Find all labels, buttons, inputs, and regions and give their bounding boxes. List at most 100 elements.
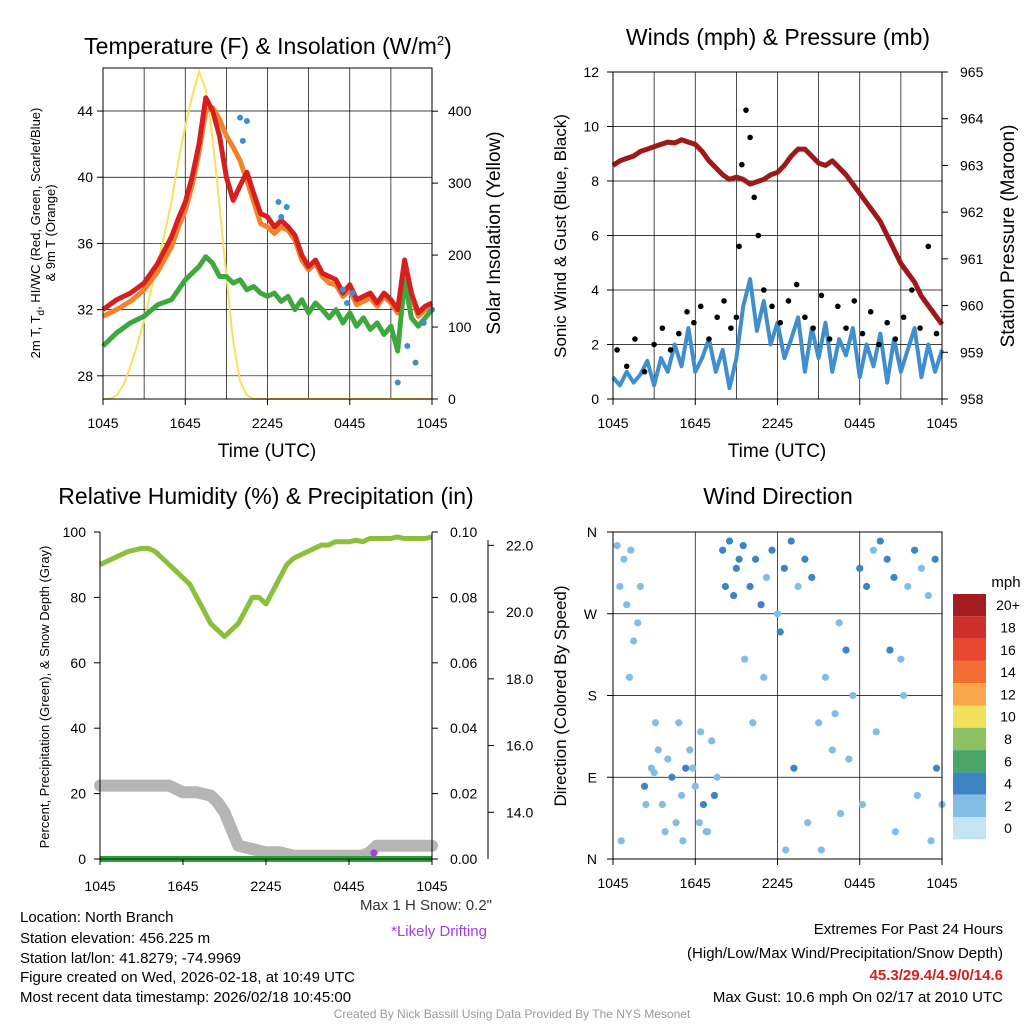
direction-point <box>746 582 754 591</box>
direction-point <box>620 555 628 563</box>
humidity-ylabel: Percent, Precipitation (Green), & Snow D… <box>37 546 52 849</box>
extremes-subheading: (High/Low/Max Wind/Precipitation/Snow De… <box>687 945 1003 962</box>
speed-legend: 20+ 18 16 14 12 10 8 6 4 2 0 <box>953 594 1020 840</box>
direction-point <box>817 846 825 854</box>
gust-point <box>721 298 727 304</box>
direction-point <box>768 546 776 554</box>
direction-point <box>691 782 699 790</box>
precip-ytick-label: 0.10 <box>450 524 477 540</box>
winds-y2label: Station Pressure (Maroon) <box>998 125 1019 348</box>
extremes-heading: Extremes For Past 24 Hours <box>814 921 1003 938</box>
gust-point <box>884 319 890 326</box>
direction-point <box>725 537 734 545</box>
gust-point <box>747 134 753 141</box>
relative-humidity-line <box>98 534 433 640</box>
legend-swatch <box>953 660 986 684</box>
winds-series <box>611 107 945 391</box>
humidity-ytick-label: 80 <box>70 589 86 605</box>
direction-point <box>910 546 919 554</box>
direction-ytick-label: W <box>584 606 598 622</box>
legend-swatch <box>953 705 986 728</box>
hiwc-point <box>275 199 282 206</box>
direction-point <box>627 546 635 554</box>
gust-point <box>900 314 907 321</box>
direction-point <box>749 719 757 727</box>
direction-point <box>883 555 891 563</box>
insolation-ytick-label: 200 <box>448 247 472 263</box>
direction-point <box>642 800 650 809</box>
legend-title: mph <box>991 574 1020 591</box>
extremes-box: Extremes For Past 24 Hours (High/Low/Max… <box>687 921 1003 1006</box>
humidity-panel: Relative Humidity (%) & Precipitation (i… <box>37 483 533 940</box>
gust-point <box>651 341 657 348</box>
direction-point <box>708 737 716 745</box>
direction-ytick-label: N <box>587 851 597 867</box>
direction-point <box>695 819 703 827</box>
station-info: Location: North Branch Station elevation… <box>20 909 355 1006</box>
insolation-ytick-label: 100 <box>448 319 472 335</box>
humidity-xtick-label: 0445 <box>333 878 364 894</box>
gust-point <box>810 325 816 331</box>
pressure-ytick-label: 962 <box>960 204 984 220</box>
winds-ytick-label: 2 <box>591 337 599 353</box>
pressure-ytick-label: 961 <box>960 251 984 267</box>
legend-label: 16 <box>1000 642 1016 658</box>
temperature-y2label: Solar Insolation (Yellow) <box>484 131 505 334</box>
direction-point <box>927 837 935 845</box>
gust-point <box>917 325 923 331</box>
direction-point <box>904 582 912 591</box>
direction-point <box>821 673 830 681</box>
direction-point <box>762 573 771 582</box>
legend-label: 20+ <box>996 597 1020 613</box>
temperature-ytick-label: 44 <box>77 103 93 119</box>
winds-ytick-label: 10 <box>583 119 599 135</box>
gust-point <box>697 303 704 310</box>
direction-point <box>828 746 836 754</box>
direction-point <box>625 673 634 681</box>
legend-label: 4 <box>1004 776 1012 792</box>
winds-xtick-label: 0445 <box>844 415 875 431</box>
direction-xtick-label: 2245 <box>762 875 793 891</box>
legend-label: 18 <box>1000 619 1016 635</box>
drifting-note: *Likely Drifting <box>391 923 487 940</box>
legend-swatch <box>953 727 986 751</box>
direction-point <box>876 537 884 545</box>
direction-point <box>808 573 816 582</box>
direction-point <box>675 719 683 727</box>
humidity-ytick-label: 40 <box>70 720 86 736</box>
legend-label: 14 <box>1000 664 1016 680</box>
direction-point <box>900 691 908 700</box>
station-location: Location: North Branch <box>20 909 173 926</box>
direction-point <box>679 837 687 845</box>
humidity-title: Relative Humidity (%) & Precipitation (i… <box>58 483 473 509</box>
temperature-ytick-label: 40 <box>77 169 93 185</box>
extremes-values: 45.3/29.4/4.9/0/14.6 <box>870 967 1003 984</box>
gust-point <box>659 325 666 331</box>
legend-label: 8 <box>1004 731 1012 747</box>
temperature-xtick-label: 1045 <box>87 415 118 431</box>
precip-ytick-label: 0.04 <box>450 720 477 736</box>
snow-depth-line <box>94 779 438 862</box>
temperature-xtick-label: 2245 <box>252 415 283 431</box>
recent-timestamp: Most recent data timestamp: 2026/02/18 1… <box>20 989 351 1006</box>
direction-point <box>713 773 721 781</box>
gust-point <box>751 194 757 201</box>
direction-point <box>654 746 662 754</box>
precip-ytick-label: 0.06 <box>450 655 477 671</box>
direction-point <box>757 601 765 609</box>
temperature-grid <box>103 68 432 399</box>
gust-point <box>691 319 697 326</box>
gust-point <box>802 314 808 321</box>
direction-point <box>801 555 809 563</box>
direction-xtick-label: 0445 <box>844 875 875 891</box>
humidity-xtick-label: 1045 <box>84 878 115 894</box>
direction-point <box>790 764 798 772</box>
legend-swatch <box>953 794 986 817</box>
direction-point <box>931 555 939 563</box>
hiwc-point <box>404 343 411 350</box>
direction-point <box>623 601 631 609</box>
legend-swatch <box>953 616 986 639</box>
direction-point <box>634 619 642 627</box>
direction-point <box>932 764 941 772</box>
gust-point <box>892 336 899 342</box>
